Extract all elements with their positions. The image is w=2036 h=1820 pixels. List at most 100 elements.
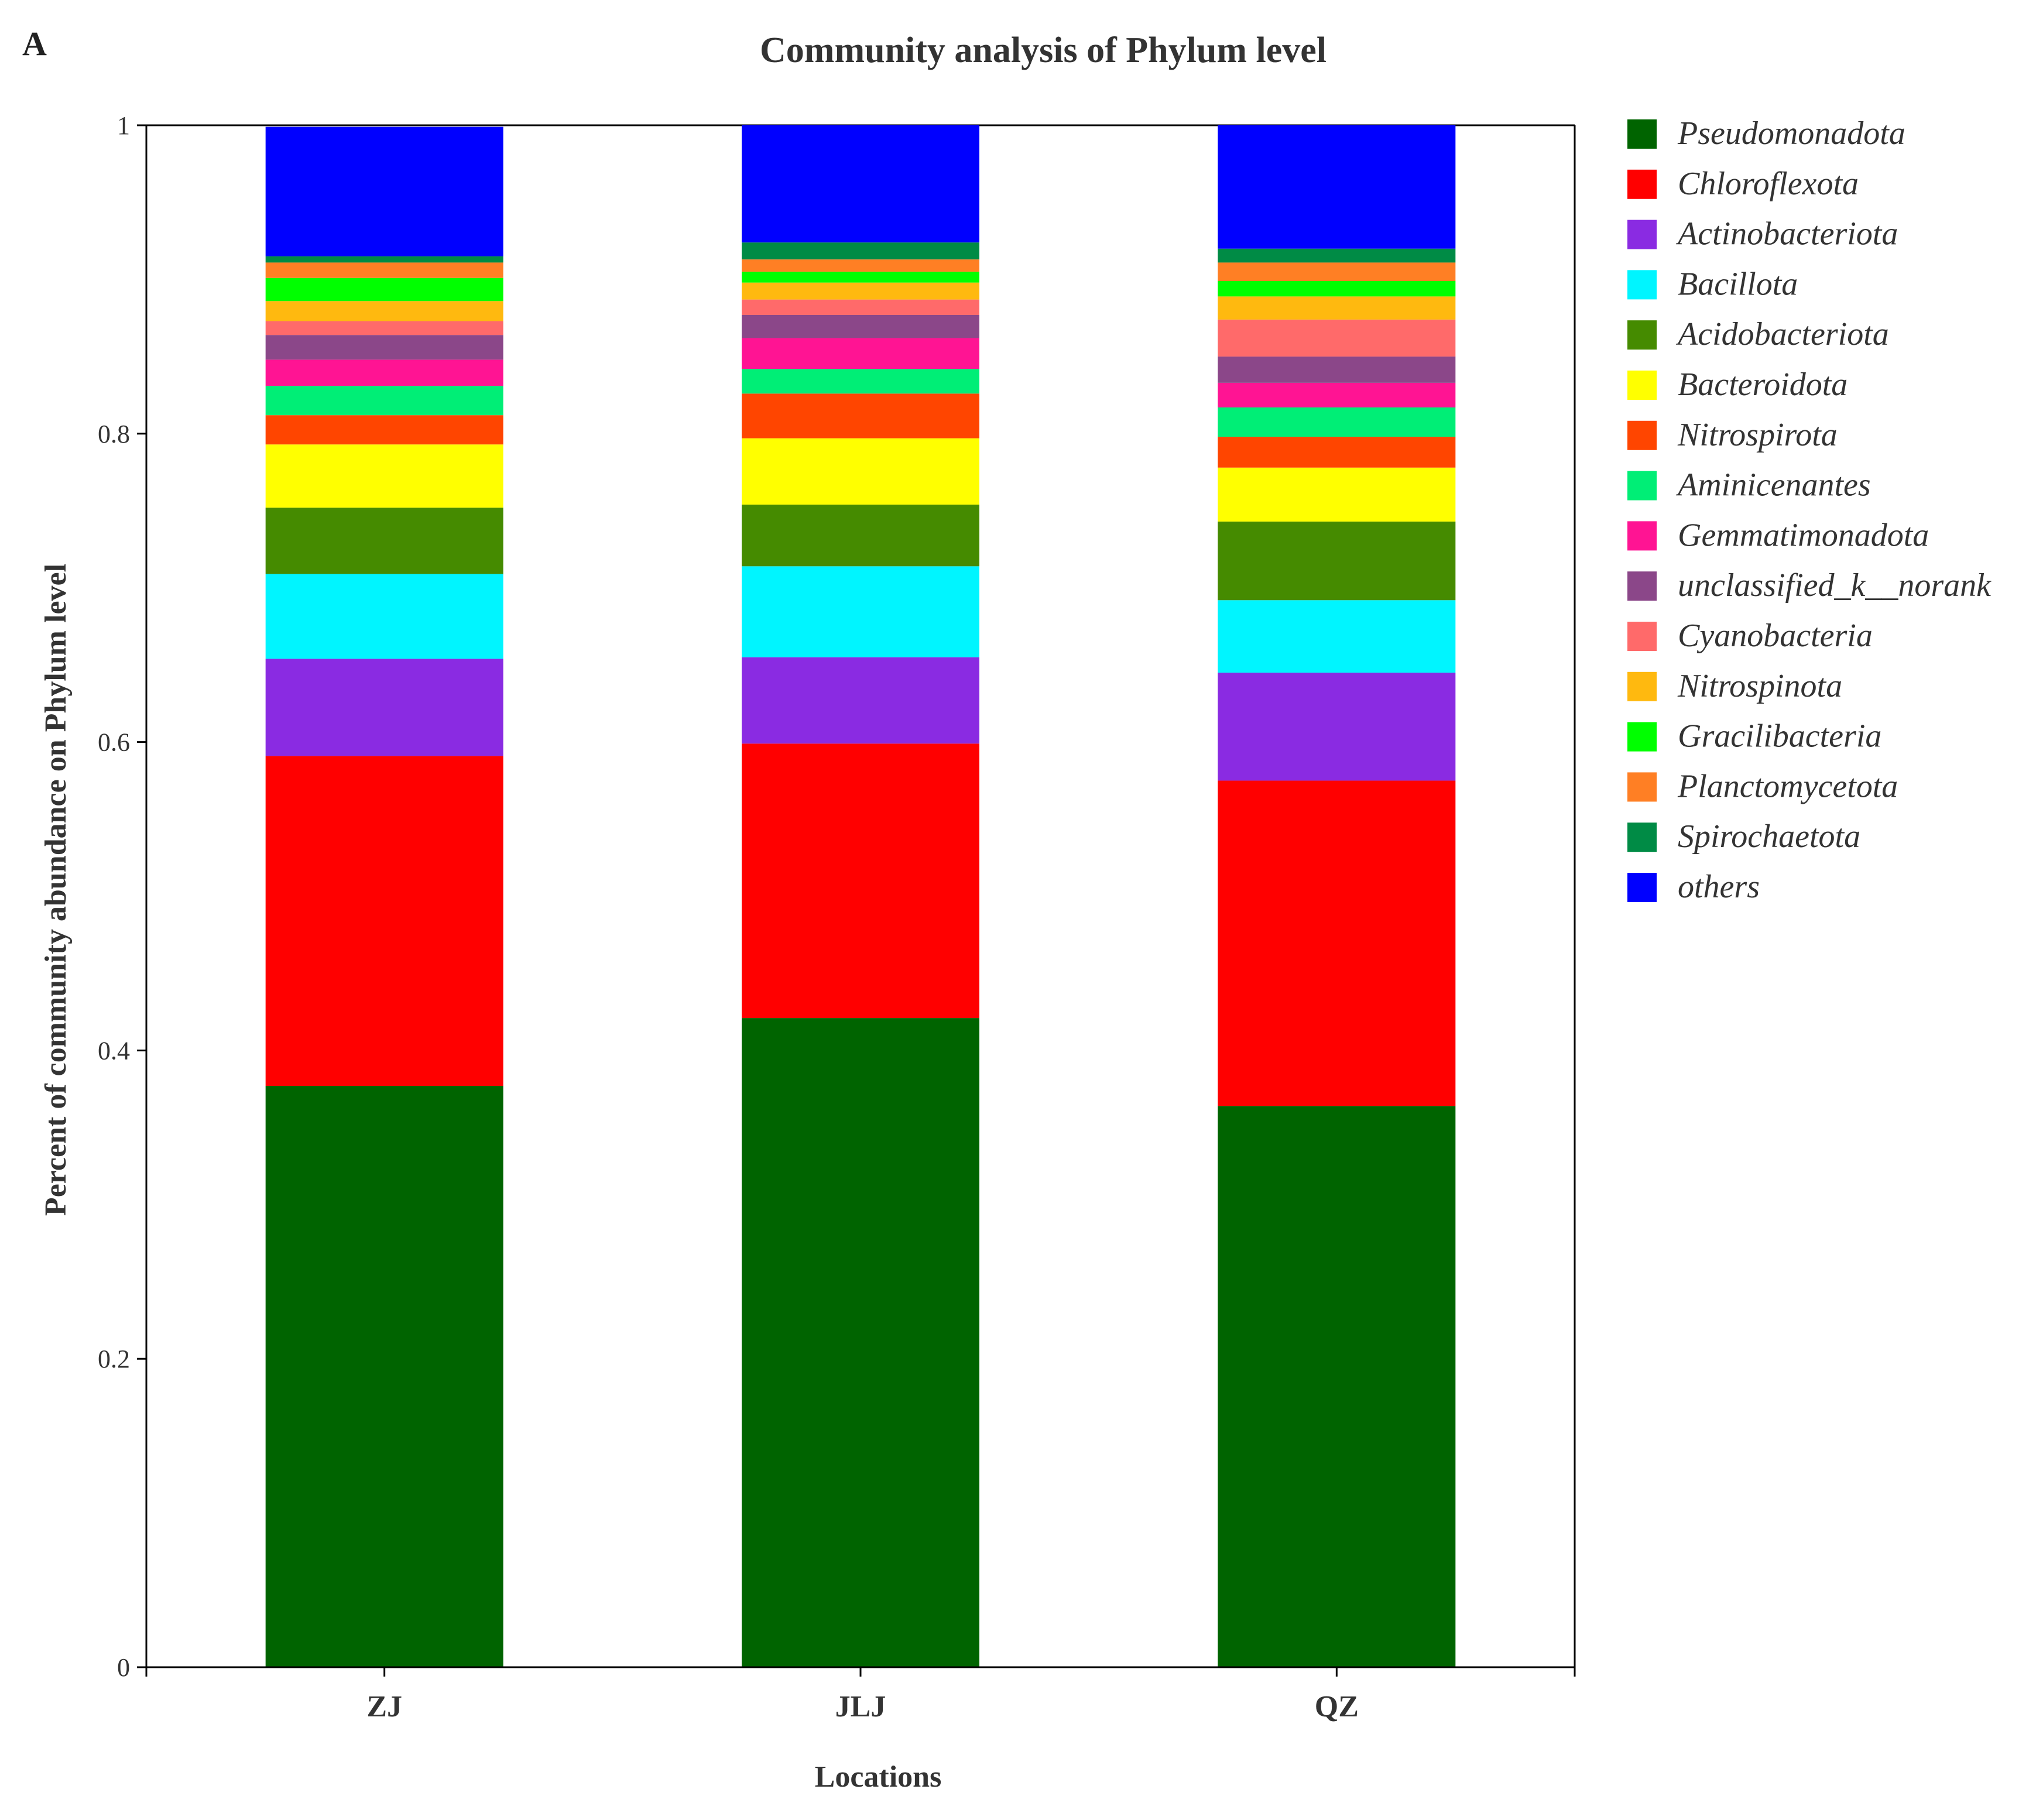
legend-label: Gracilibacteria [1678,718,1881,755]
bar-segment-jlj-13 [742,259,979,272]
bar-segment-qz-2 [1218,673,1456,781]
legend-item: Gemmatimonadota [1627,517,1929,553]
legend-item: Acidobacteriota [1627,316,1889,352]
legend-label: Acidobacteriota [1675,316,1889,352]
legend-label: Bacillota [1678,266,1798,302]
bar-segment-zj-8 [265,359,503,386]
y-tick-label: 0.8 [98,420,130,448]
legend-swatch [1627,822,1657,852]
legend: Pseudomonadota Chloroflexota Actinobacteri… [1627,115,1992,905]
bar-segment-qz-4 [1218,521,1456,601]
bar-segment-jlj-7 [742,369,979,394]
bar-segment-zj-6 [265,415,503,445]
plot-area [146,124,1576,1667]
legend-swatch [1627,169,1657,199]
bar-segment-jlj-3 [742,566,979,657]
y-axis: 0 0.2 0.4 0.6 0.8 1 [98,111,148,1682]
legend-item: Nitrospinota [1627,668,1842,704]
chart-title: Community analysis of Phylum level [760,30,1327,70]
bar-segment-jlj-14 [742,242,979,260]
legend-swatch [1627,420,1657,450]
bar-segment-zj-4 [265,508,503,574]
y-tick-label: 1 [117,111,130,140]
bar-segment-qz-12 [1218,281,1456,297]
bar-segment-zj-5 [265,444,503,508]
legend-item: Actinobacteriota [1627,216,1898,252]
bar-segment-jlj-0 [742,1018,979,1667]
legend-item: Pseudomonadota [1627,115,1905,152]
legend-swatch [1627,320,1657,350]
legend-label: others [1678,869,1760,905]
y-tick-label: 0.2 [98,1345,130,1373]
legend-swatch [1627,371,1657,400]
legend-swatch [1627,521,1657,551]
legend-label: Aminicenantes [1675,467,1871,503]
bar-segment-qz-11 [1218,296,1456,320]
legend-item: Nitrospirota [1627,417,1838,453]
legend-label: unclassified_k__norank [1678,567,1992,604]
bar-segment-zj-13 [265,262,503,278]
bar-segment-qz-13 [1218,262,1456,282]
legend-label: Chloroflexota [1678,166,1859,202]
legend-item: unclassified_k__norank [1627,567,1992,604]
x-axis: ZJ JLJ QZ [146,1666,1576,1723]
bar-segment-zj-7 [265,386,503,416]
bar-segment-jlj-9 [742,314,979,338]
bar-segment-jlj-10 [742,299,979,315]
bar-segment-qz-8 [1218,382,1456,408]
y-tick-label: 0.6 [98,728,130,757]
legend-label: Gemmatimonadota [1678,517,1929,553]
legend-item: Aminicenantes [1627,467,1871,503]
bar-segment-jlj-6 [742,393,979,438]
bar-stack-zj [265,126,503,1667]
bar-segment-jlj-4 [742,504,979,567]
legend-label: Actinobacteriota [1675,216,1898,252]
bar-segment-qz-0 [1218,1106,1456,1667]
y-axis-title: Percent of community abundance on Phylum… [39,564,73,1216]
bar-segment-zj-10 [265,321,503,335]
bar-segment-zj-12 [265,277,503,301]
panel-label: A [22,25,47,63]
legend-item: Planctomycetota [1627,768,1898,804]
bar-segment-qz-1 [1218,780,1456,1106]
bar-segment-zj-0 [265,1085,503,1667]
bar-segment-qz-15 [1218,125,1456,249]
bar-segment-zj-1 [265,756,503,1086]
y-tick-label: 0 [117,1653,130,1682]
legend-label: Planctomycetota [1677,768,1898,804]
legend-label: Spirochaetota [1678,818,1860,855]
bar-stack-qz [1218,125,1456,1667]
legend-swatch [1627,722,1657,752]
bar-segment-jlj-1 [742,743,979,1019]
legend-swatch [1627,671,1657,701]
bar-segment-qz-7 [1218,407,1456,437]
legend-swatch [1627,270,1657,300]
legend-item: Chloroflexota [1627,166,1859,202]
bar-segment-qz-6 [1218,437,1456,468]
legend-item: Cyanobacteria [1627,618,1873,654]
bar-segment-zj-3 [265,574,503,659]
legend-swatch [1627,772,1657,802]
legend-label: Nitrospirota [1677,417,1838,453]
bar-segment-jlj-11 [742,282,979,300]
legend-swatch [1627,571,1657,601]
legend-swatch [1627,873,1657,902]
y-tick-label: 0.4 [98,1036,130,1065]
bar-segment-jlj-15 [742,125,979,243]
legend-swatch [1627,622,1657,651]
x-tick-label: QZ [1315,1690,1359,1723]
legend-item: Gracilibacteria [1627,718,1881,755]
legend-label: Pseudomonadota [1677,115,1905,152]
legend-label: Nitrospinota [1677,668,1842,704]
bar-segment-qz-14 [1218,248,1456,263]
legend-item: Bacillota [1627,266,1798,302]
bar-segment-jlj-12 [742,272,979,283]
legend-swatch [1627,119,1657,149]
bar-segment-jlj-2 [742,657,979,744]
legend-item: Bacteroidota [1627,366,1848,403]
legend-swatch [1627,471,1657,501]
bar-stack-jlj [742,125,979,1667]
legend-swatch [1627,220,1657,249]
